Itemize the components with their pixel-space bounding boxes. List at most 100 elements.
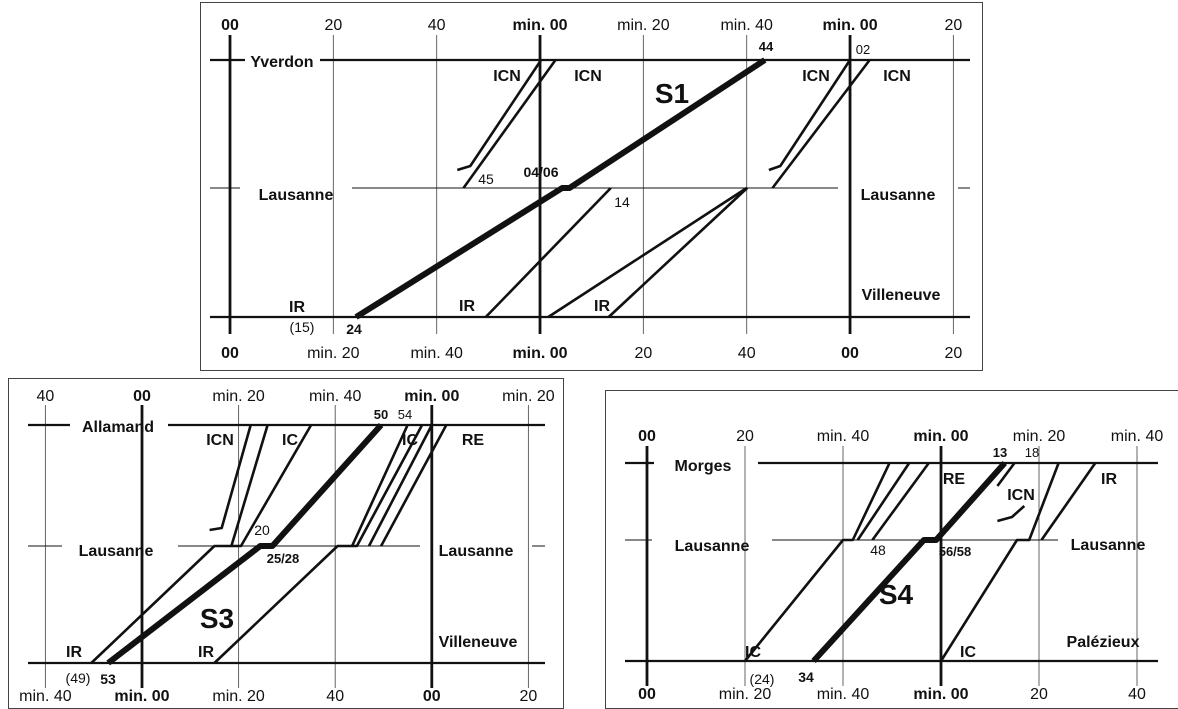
top-time-label: min. 20 xyxy=(617,17,670,34)
bottom-time-label: 20 xyxy=(634,345,652,362)
train-label: 44 xyxy=(759,39,774,54)
train-path xyxy=(1040,462,1097,541)
train-label: S3 xyxy=(200,603,234,634)
top-time-label: 20 xyxy=(324,17,342,34)
top-time-label: min. 00 xyxy=(404,388,459,405)
train-path xyxy=(106,422,384,666)
train-label: IC xyxy=(745,644,761,661)
train-label: ICN xyxy=(574,68,602,85)
top-time-label: min. 00 xyxy=(913,428,968,445)
train-path xyxy=(997,505,1026,523)
station-label: Lausanne xyxy=(79,543,154,560)
bottom-time-label: 40 xyxy=(1128,686,1146,703)
top-time-label: 40 xyxy=(37,388,55,405)
panel-s3-allamand-villeneuve: Allamand Lausanne Lausanne Villeneuve 40 00 mi… xyxy=(8,378,564,709)
train-path xyxy=(209,424,252,532)
train-path xyxy=(367,424,433,547)
train-label: IC xyxy=(402,432,418,449)
train-label: ICN xyxy=(1007,487,1035,504)
panel-frame xyxy=(605,390,1178,709)
train-label: ICN xyxy=(493,68,521,85)
station-label: Lausanne xyxy=(439,543,514,560)
bottom-time-label: 00 xyxy=(221,345,239,362)
train-path xyxy=(379,424,448,547)
bottom-time-label: min. 00 xyxy=(114,688,169,705)
top-time-label: min. 40 xyxy=(817,428,870,445)
train-label: 45 xyxy=(478,171,494,187)
top-time-label: min. 00 xyxy=(822,17,877,34)
train-path xyxy=(768,59,852,172)
train-label: RE xyxy=(462,432,485,449)
station-label: Yverdon xyxy=(250,54,313,71)
train-path xyxy=(547,186,748,319)
train-label: ICN xyxy=(206,432,234,449)
top-time-label: 00 xyxy=(221,17,239,34)
train-path xyxy=(771,59,871,189)
train-path xyxy=(743,462,891,662)
train-label: 53 xyxy=(100,671,116,687)
train-label: 13 xyxy=(993,445,1007,460)
panel-s4-morges-palezieux: Morges Lausanne Lausanne Palézieux 00 20 min. … xyxy=(605,390,1178,709)
train-path xyxy=(213,424,424,664)
train-label: (24) xyxy=(750,671,775,687)
train-path xyxy=(456,59,543,172)
train-label: 48 xyxy=(870,542,886,558)
train-label: 02 xyxy=(856,42,870,57)
train-label: S1 xyxy=(655,78,689,109)
bottom-time-label: min. 20 xyxy=(307,345,360,362)
top-time-label: 20 xyxy=(944,17,962,34)
station-label: Lausanne xyxy=(861,187,936,204)
station-label: Lausanne xyxy=(1071,537,1146,554)
train-path xyxy=(811,461,1007,664)
train-label: ICN xyxy=(883,68,911,85)
train-label: IR xyxy=(289,299,305,316)
train-label: 50 xyxy=(374,407,388,422)
train-label: 54 xyxy=(398,407,412,422)
bottom-time-label: 00 xyxy=(638,686,656,703)
train-label: RE xyxy=(943,471,966,488)
bottom-time-label: 20 xyxy=(1030,686,1048,703)
station-label: Lausanne xyxy=(675,538,750,555)
bottom-time-label: min. 20 xyxy=(212,688,265,705)
bottom-time-label: min. 20 xyxy=(719,686,772,703)
train-path xyxy=(871,462,930,541)
train-path xyxy=(350,424,409,547)
train-path xyxy=(354,57,767,320)
station-label: Palézieux xyxy=(1067,634,1140,651)
train-path xyxy=(996,462,1016,487)
station-label: Allamand xyxy=(82,419,154,436)
train-label: 25/28 xyxy=(267,551,300,566)
bottom-time-label: min. 00 xyxy=(913,686,968,703)
train-label: IC xyxy=(960,644,976,661)
train-path xyxy=(856,462,911,541)
train-label: 34 xyxy=(798,669,814,685)
top-time-label: min. 00 xyxy=(512,17,567,34)
bottom-time-label: min. 40 xyxy=(19,688,72,705)
train-label: (49) xyxy=(66,670,91,686)
train-label: IC xyxy=(282,432,298,449)
bottom-time-label: 00 xyxy=(841,345,859,362)
top-time-label: 00 xyxy=(133,388,151,405)
train-label: IR xyxy=(66,644,82,661)
train-label: IR xyxy=(1101,471,1117,488)
bottom-time-label: 00 xyxy=(423,688,441,705)
top-time-label: min. 20 xyxy=(212,388,265,405)
station-label: Villeneuve xyxy=(862,287,941,304)
train-path xyxy=(607,187,749,318)
bottom-time-label: min. 40 xyxy=(410,345,463,362)
train-label: IR xyxy=(198,644,214,661)
station-label: Villeneuve xyxy=(439,634,518,651)
train-path xyxy=(230,424,269,547)
train-label: 56/58 xyxy=(939,544,972,559)
bottom-time-label: 40 xyxy=(326,688,344,705)
top-time-label: min. 40 xyxy=(309,388,362,405)
train-label: ICN xyxy=(802,68,830,85)
bottom-time-label: min. 00 xyxy=(512,345,567,362)
train-label: IR xyxy=(459,298,475,315)
top-time-label: min. 40 xyxy=(720,17,773,34)
train-path xyxy=(462,59,557,189)
station-label: Morges xyxy=(675,458,732,475)
top-time-label: 00 xyxy=(638,428,656,445)
train-label: IR xyxy=(594,298,610,315)
